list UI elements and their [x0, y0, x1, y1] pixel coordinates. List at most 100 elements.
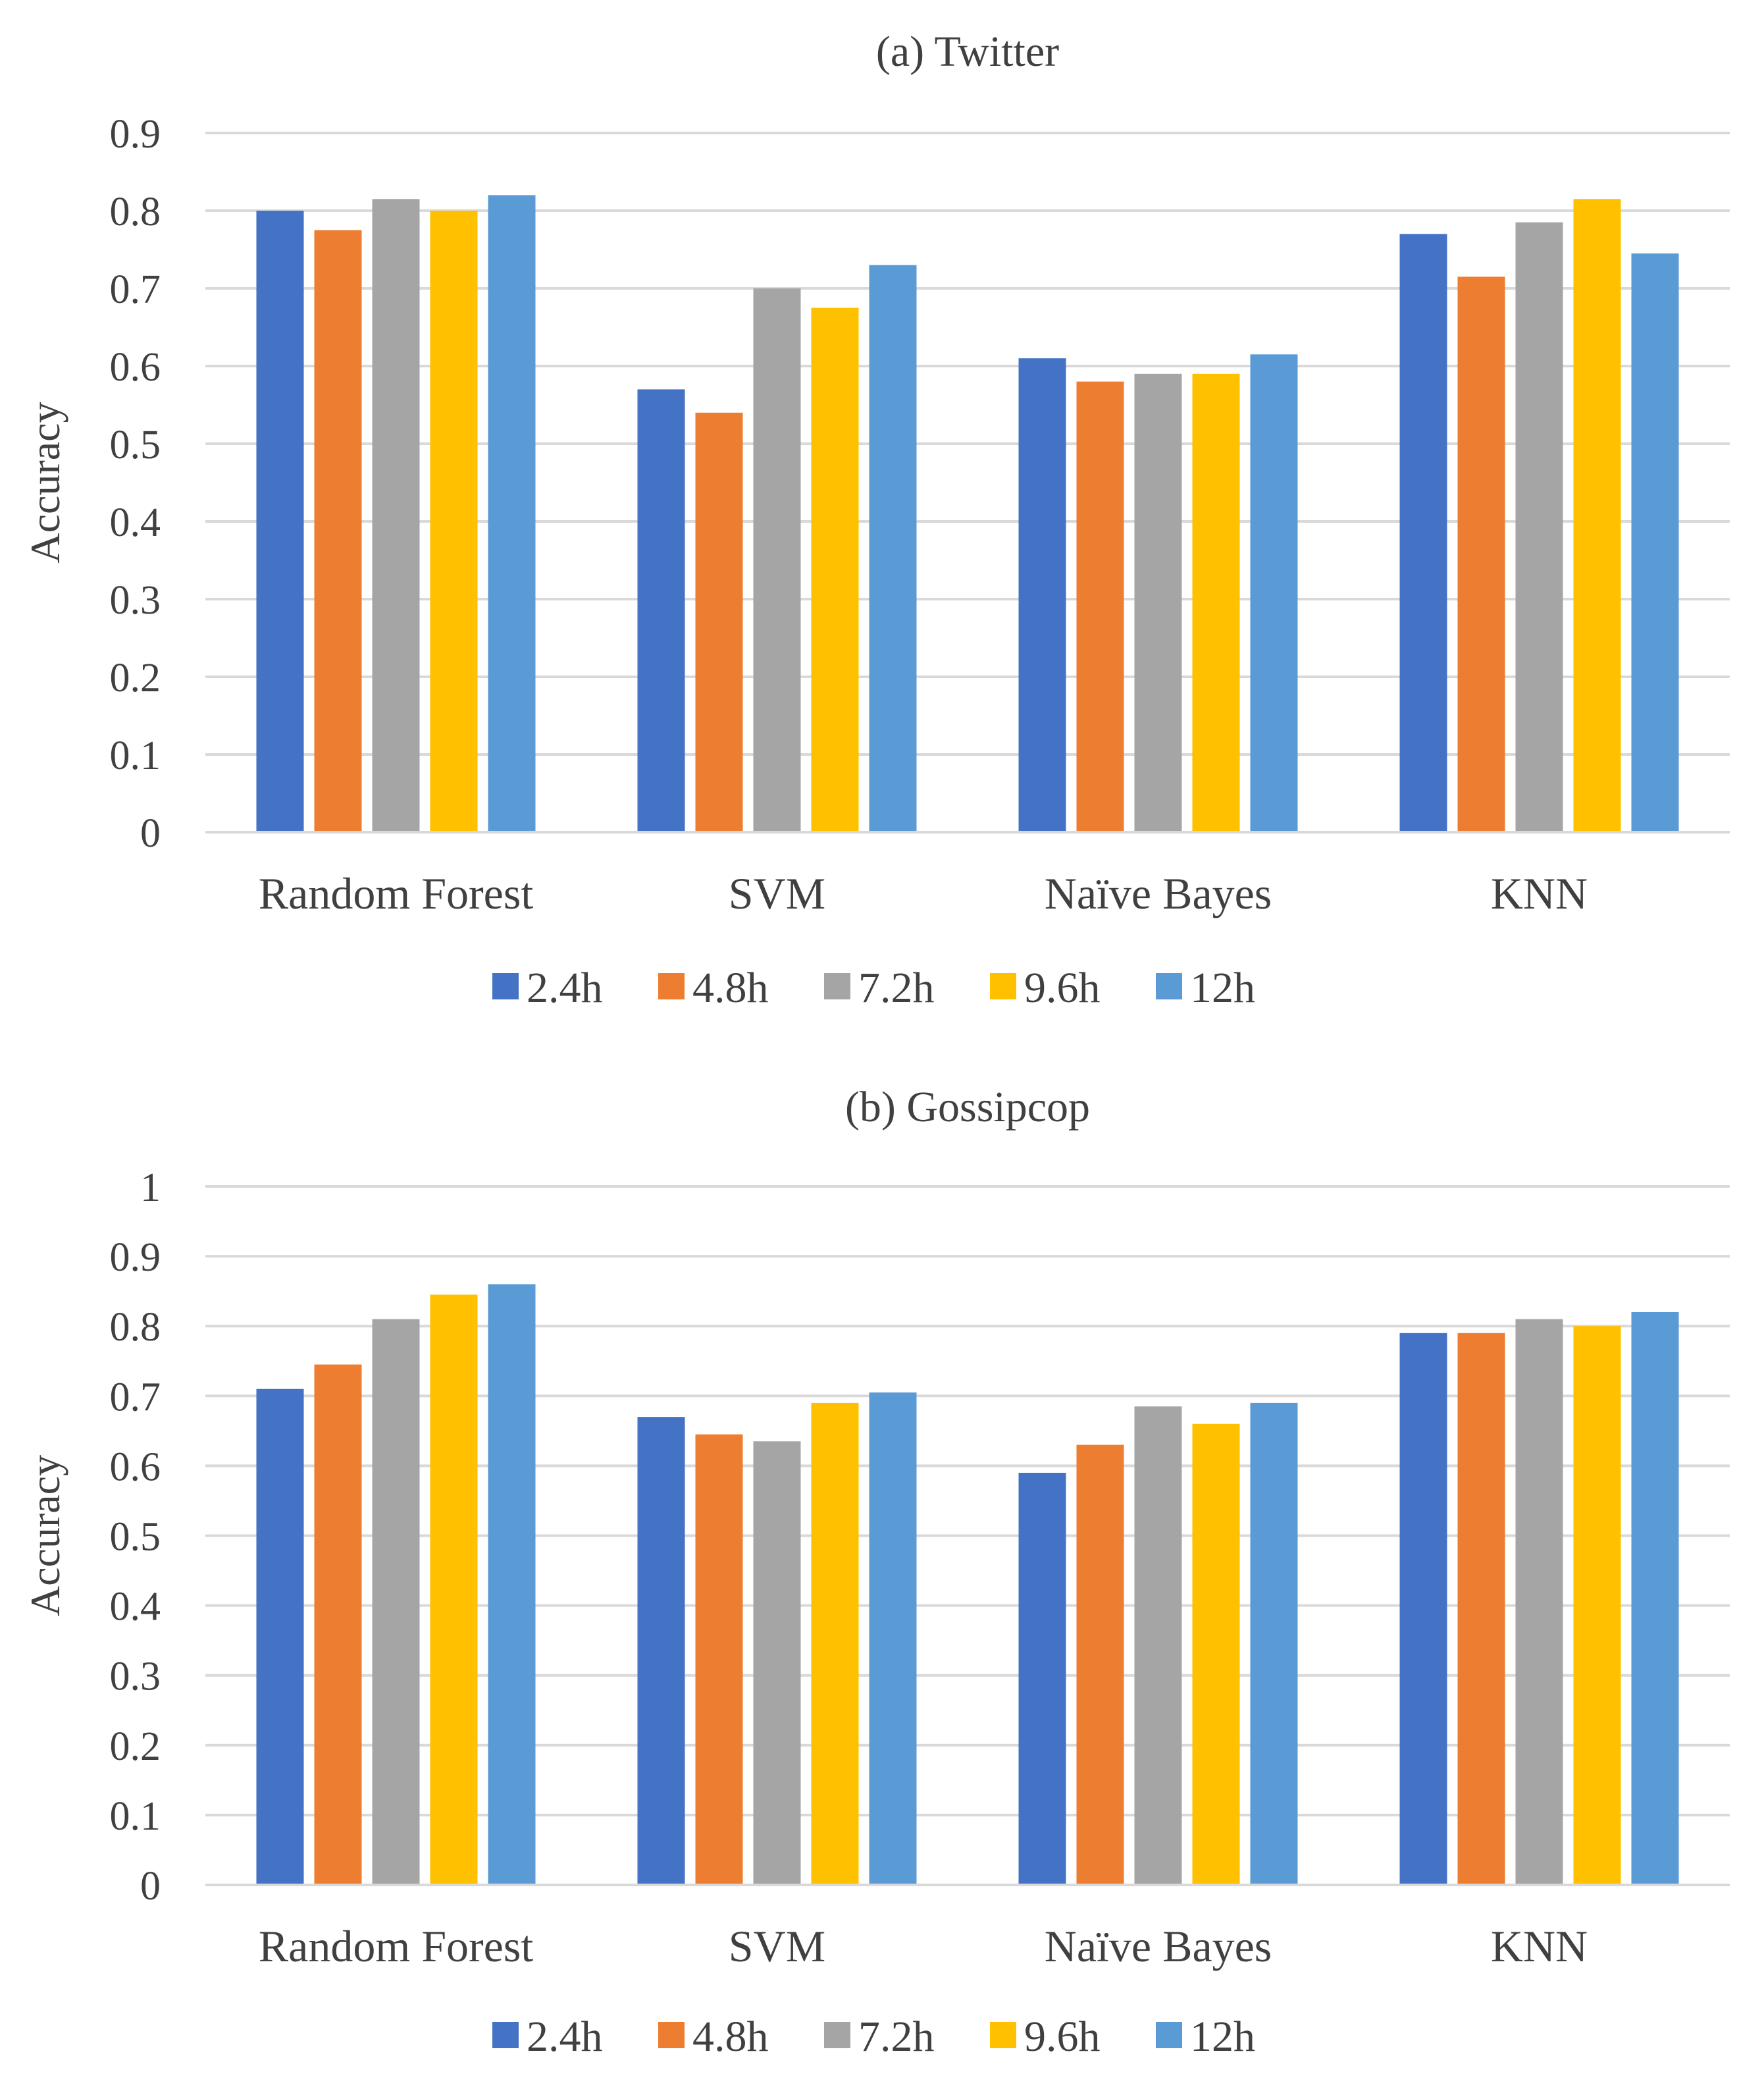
- bar-9.6h-random-forest: [430, 211, 478, 832]
- bar-9.6h-naïve-bayes: [1192, 373, 1240, 832]
- axes: 0 0.1 0.2 0.3 0.4 0.5 0.6 0.7 0.8 0.9 Random Fores…: [110, 112, 1730, 918]
- y-tick-label: 0.8: [110, 1305, 161, 1350]
- bar-2.4h-naïve-bayes: [1018, 358, 1066, 832]
- legend-label: 2.4h: [527, 964, 603, 1012]
- y-tick-label: 0.4: [110, 1585, 161, 1629]
- legend-swatch: [990, 2022, 1016, 2048]
- y-tick-label: 0.3: [110, 1654, 161, 1699]
- bar-7.2h-knn: [1515, 1319, 1563, 1885]
- y-tick-label: 0.1: [110, 733, 161, 778]
- y-axis-title: Accuracy: [22, 402, 68, 563]
- y-tick-label: 0.4: [110, 500, 161, 545]
- legend-label: 4.8h: [692, 2013, 769, 2061]
- bar-2.4h-svm: [637, 389, 685, 832]
- bar-7.2h-random-forest: [372, 1319, 420, 1885]
- chart-title: (b) Gossipcop: [845, 1083, 1090, 1131]
- y-tick-label: 0.8: [110, 190, 161, 234]
- y-tick-label: 0: [140, 811, 161, 856]
- bar-7.2h-random-forest: [372, 199, 420, 832]
- legend-label: 12h: [1190, 964, 1255, 1012]
- chart-gossipcop-svg: (b) Gossipcop Accuracy 00.10.20.30.40.50…: [22, 1083, 1730, 2061]
- bar-9.6h-knn: [1573, 1326, 1621, 1885]
- y-tick-label: 0.3: [110, 578, 161, 623]
- bar-4.8h-knn: [1457, 277, 1505, 832]
- bar-12h-svm: [869, 1392, 917, 1885]
- bar-12h-naïve-bayes: [1250, 1402, 1298, 1885]
- bar-2.4h-naïve-bayes: [1018, 1473, 1066, 1885]
- bars: [256, 195, 1679, 833]
- chart-title: (a) Twitter: [876, 28, 1059, 76]
- legend-swatch: [1156, 973, 1182, 999]
- bar-7.2h-naïve-bayes: [1134, 1406, 1182, 1885]
- y-tick-label: 0.7: [110, 267, 161, 312]
- bar-7.2h-naïve-bayes: [1134, 373, 1182, 832]
- bar-12h-random-forest: [488, 195, 536, 832]
- x-category-label: Random Forest: [259, 1921, 534, 1971]
- legend-label: 9.6h: [1024, 964, 1101, 1012]
- y-tick-label: 0.6: [110, 345, 161, 390]
- legend-swatch: [492, 2022, 519, 2048]
- bar-7.2h-svm: [753, 288, 801, 832]
- bar-9.6h-naïve-bayes: [1192, 1423, 1240, 1885]
- x-category-label: Naïve Bayes: [1045, 868, 1272, 918]
- bar-12h-naïve-bayes: [1250, 354, 1298, 832]
- bar-12h-knn: [1631, 1311, 1679, 1885]
- bar-4.8h-svm: [695, 1434, 743, 1885]
- legend: 2.4h 4.8h 7.2h 9.6h 12h: [492, 964, 1255, 1012]
- legend-label: 4.8h: [692, 964, 769, 1012]
- y-tick-label: 0.9: [110, 1235, 161, 1280]
- legend-swatch: [990, 973, 1016, 999]
- legend-label: 2.4h: [527, 2013, 603, 2061]
- chart-twitter-svg: (a) Twitter Accuracy 0 0.1 0.2 0.3 0.4 0.5 0.6…: [22, 28, 1730, 1012]
- bar-2.4h-random-forest: [256, 1389, 304, 1885]
- bar-4.8h-knn: [1457, 1333, 1505, 1885]
- x-category-label: KNN: [1491, 1921, 1588, 1971]
- bar-4.8h-naïve-bayes: [1076, 381, 1124, 832]
- x-category-label: Random Forest: [259, 868, 534, 918]
- y-tick-label: 0.5: [110, 423, 161, 467]
- bar-2.4h-random-forest: [256, 211, 304, 832]
- bar-2.4h-svm: [637, 1417, 685, 1885]
- x-category-label: Naïve Bayes: [1045, 1921, 1272, 1971]
- bar-4.8h-random-forest: [314, 1364, 362, 1885]
- bar-7.2h-svm: [753, 1441, 801, 1885]
- x-category-label: SVM: [729, 868, 825, 918]
- bar-9.6h-knn: [1573, 199, 1621, 832]
- y-tick-label: 0.7: [110, 1375, 161, 1419]
- bars: [256, 1284, 1679, 1885]
- axes: 0 0.1 0.2 0.3 0.4 0.5 0.6 0.7 0.8 0.9 1 Random Fore…: [110, 1165, 1730, 1971]
- legend: 2.4h 4.8h 7.2h 9.6h 12h: [492, 2013, 1255, 2061]
- legend-label: 9.6h: [1024, 2013, 1101, 2061]
- bar-9.6h-svm: [811, 1402, 859, 1885]
- chart-gossipcop: (b) Gossipcop Accuracy 0 0.1 0.2 0.3 0.4 0.5 0…: [0, 1044, 1764, 2088]
- legend-swatch: [1156, 2022, 1182, 2048]
- y-tick-label: 0.9: [110, 112, 161, 157]
- legend-swatch: [492, 973, 519, 999]
- legend-label: 12h: [1190, 2013, 1255, 2061]
- y-tick-label: 1: [140, 1165, 161, 1210]
- x-category-label: SVM: [729, 1921, 825, 1971]
- legend-label: 7.2h: [858, 2013, 935, 2061]
- y-tick-label: 0.5: [110, 1515, 161, 1560]
- bar-4.8h-naïve-bayes: [1076, 1444, 1124, 1885]
- legend-label: 7.2h: [858, 964, 935, 1012]
- legend-swatch: [658, 2022, 685, 2048]
- bar-4.8h-random-forest: [314, 230, 362, 832]
- legend-swatch: [824, 973, 850, 999]
- bar-4.8h-svm: [695, 412, 743, 832]
- bar-12h-svm: [869, 265, 917, 833]
- bar-12h-random-forest: [488, 1284, 536, 1885]
- y-tick-label: 0.1: [110, 1794, 161, 1839]
- y-tick-label: 0.6: [110, 1444, 161, 1489]
- y-tick-label: 0.2: [110, 656, 161, 701]
- y-axis-title: Accuracy: [22, 1455, 68, 1616]
- y-tick-label: 0: [140, 1864, 161, 1909]
- chart-twitter: (a) Twitter Accuracy 0 0.1 0.2 0.3 0.4 0.5 0.6…: [0, 0, 1764, 1044]
- bar-7.2h-knn: [1515, 222, 1563, 832]
- x-category-label: KNN: [1491, 868, 1588, 918]
- bar-2.4h-knn: [1399, 1333, 1447, 1885]
- bar-2.4h-knn: [1399, 234, 1447, 832]
- bar-9.6h-random-forest: [430, 1294, 478, 1885]
- legend-swatch: [824, 2022, 850, 2048]
- y-tick-label: 0.2: [110, 1724, 161, 1769]
